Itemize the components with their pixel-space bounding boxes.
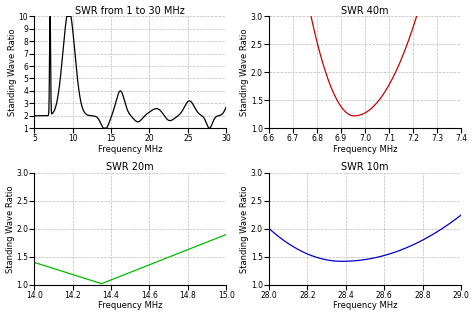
- Title: SWR 10m: SWR 10m: [341, 162, 389, 172]
- Title: SWR from 1 to 30 MHz: SWR from 1 to 30 MHz: [76, 6, 185, 15]
- Y-axis label: Standing Wave Ratio: Standing Wave Ratio: [8, 28, 17, 116]
- Title: SWR 40m: SWR 40m: [341, 6, 389, 15]
- X-axis label: Frequency MHz: Frequency MHz: [333, 301, 397, 310]
- X-axis label: Frequency MHz: Frequency MHz: [98, 145, 162, 154]
- Y-axis label: Standing Wave Ratio: Standing Wave Ratio: [6, 185, 15, 273]
- Title: SWR 20m: SWR 20m: [106, 162, 154, 172]
- Y-axis label: Standing Wave Ratio: Standing Wave Ratio: [240, 185, 249, 273]
- Y-axis label: Standing Wave Ratio: Standing Wave Ratio: [240, 28, 249, 116]
- X-axis label: Frequency MHz: Frequency MHz: [98, 301, 162, 310]
- X-axis label: Frequency MHz: Frequency MHz: [333, 145, 397, 154]
